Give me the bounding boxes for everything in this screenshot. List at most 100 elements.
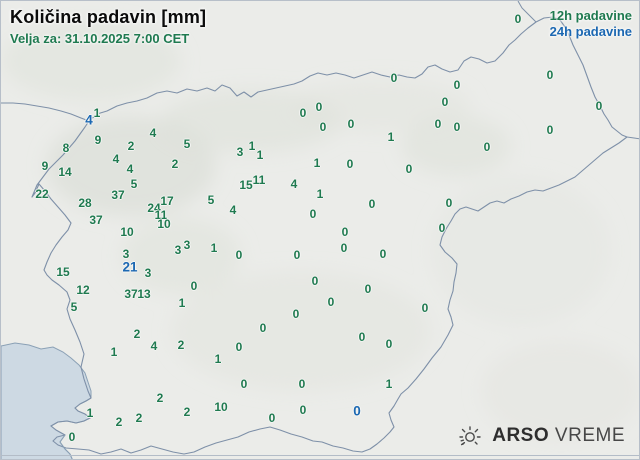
station-value-12h: 0 xyxy=(68,430,76,444)
station-value-12h: 1 xyxy=(214,352,222,366)
station-value-12h: 0 xyxy=(441,95,449,109)
station-value-12h: 0 xyxy=(235,248,243,262)
brand-light: VREME xyxy=(554,425,625,446)
station-value-12h: 0 xyxy=(327,295,335,309)
station-value-24h: 21 xyxy=(122,259,138,275)
station-value-12h: 13 xyxy=(137,287,151,301)
station-value-12h: 0 xyxy=(259,321,267,335)
croatia-coast xyxy=(59,434,73,459)
austria-hungary-border xyxy=(517,1,537,23)
station-value-12h: 28 xyxy=(78,196,92,210)
station-value-12h: 15 xyxy=(239,178,253,192)
station-value-12h: 0 xyxy=(309,207,317,221)
station-value-12h: 0 xyxy=(445,196,453,210)
map-header: Količina padavin [mm] Velja za: 31.10.20… xyxy=(10,7,206,46)
station-value-12h: 10 xyxy=(214,400,228,414)
station-value-12h: 0 xyxy=(546,123,554,137)
station-value-12h: 0 xyxy=(340,241,348,255)
station-value-12h: 0 xyxy=(483,140,491,154)
slovenia-border xyxy=(31,16,628,455)
station-value-12h: 2 xyxy=(156,391,164,405)
station-value-12h: 11 xyxy=(252,173,266,187)
station-value-12h: 4 xyxy=(126,162,134,176)
valid-time-label: Velja za: 31.10.2025 7:00 CET xyxy=(10,31,190,46)
station-value-12h: 0 xyxy=(595,99,603,113)
station-value-12h: 2 xyxy=(135,411,143,425)
station-value-12h: 1 xyxy=(110,345,118,359)
station-value-12h: 3 xyxy=(144,266,152,280)
station-value-12h: 0 xyxy=(346,157,354,171)
station-value-12h: 8 xyxy=(62,141,70,155)
station-value-12h: 24 xyxy=(147,201,161,215)
station-value-12h: 4 xyxy=(112,152,120,166)
station-value-12h: 0 xyxy=(546,68,554,82)
terrain-shading xyxy=(1,21,639,441)
station-value-12h: 5 xyxy=(207,193,215,207)
station-value-12h: 0 xyxy=(311,274,319,288)
sun-icon xyxy=(459,426,481,446)
station-value-12h: 9 xyxy=(41,159,49,173)
station-value-12h: 0 xyxy=(438,221,446,235)
station-value-12h: 10 xyxy=(120,225,134,239)
station-value-12h: 1 xyxy=(313,156,321,170)
station-value-12h: 2 xyxy=(115,415,123,429)
station-value-12h: 5 xyxy=(130,177,138,191)
station-value-12h: 0 xyxy=(293,248,301,262)
station-value-12h: 5 xyxy=(183,137,191,151)
station-value-12h: 1 xyxy=(316,187,324,201)
brand-bold: ARSO xyxy=(492,425,550,446)
station-value-12h: 11 xyxy=(154,208,168,222)
station-value-12h: 2 xyxy=(127,139,135,153)
station-value-12h: 1 xyxy=(387,130,395,144)
station-value-12h: 1 xyxy=(248,139,256,153)
station-value-12h: 2 xyxy=(171,157,179,171)
station-value-12h: 2 xyxy=(177,338,185,352)
station-value-12h: 0 xyxy=(405,162,413,176)
station-value-24h: 0 xyxy=(353,403,361,419)
station-value-12h: 0 xyxy=(421,301,429,315)
arso-vreme-logo: ARSO VREME xyxy=(457,423,625,449)
station-value-12h: 0 xyxy=(235,340,243,354)
station-value-12h: 4 xyxy=(150,339,158,353)
station-value-12h: 1 xyxy=(256,148,264,162)
station-value-12h: 1 xyxy=(86,406,94,420)
station-value-12h: 0 xyxy=(358,330,366,344)
station-value-12h: 0 xyxy=(390,71,398,85)
station-value-12h: 2 xyxy=(183,405,191,419)
station-value-12h: 17 xyxy=(160,194,174,208)
station-value-12h: 1 xyxy=(210,241,218,255)
station-value-12h: 4 xyxy=(229,203,237,217)
page-title: Količina padavin [mm] xyxy=(10,7,207,27)
station-value-12h: 0 xyxy=(190,279,198,293)
station-value-12h: 0 xyxy=(240,377,248,391)
station-value-12h: 3 xyxy=(122,247,130,261)
station-value-12h: 0 xyxy=(298,377,306,391)
station-value-12h: 2 xyxy=(133,327,141,341)
italy-austria-border xyxy=(1,102,90,122)
station-value-12h: 0 xyxy=(364,282,372,296)
station-value-12h: 10 xyxy=(157,217,171,231)
station-value-12h: 0 xyxy=(434,117,442,131)
station-value-12h: 0 xyxy=(368,197,376,211)
station-value-12h: 37 xyxy=(89,213,103,227)
station-value-12h: 1 xyxy=(93,106,101,120)
station-value-12h: 0 xyxy=(514,12,522,26)
station-value-24h: 4 xyxy=(85,112,93,128)
station-value-12h: 3 xyxy=(236,145,244,159)
station-value-12h: 3 xyxy=(183,238,191,252)
station-value-12h: 0 xyxy=(299,106,307,120)
station-value-12h: 0 xyxy=(319,120,327,134)
station-value-12h: 4 xyxy=(149,126,157,140)
station-value-12h: 0 xyxy=(379,247,387,261)
station-value-12h: 37 xyxy=(124,287,138,301)
brand-text: ARSO VREME xyxy=(492,425,625,447)
legend-12h-label: 12h padavine xyxy=(549,8,632,23)
station-value-12h: 3 xyxy=(174,243,182,257)
station-value-12h: 4 xyxy=(290,177,298,191)
station-value-12h: 22 xyxy=(35,187,49,201)
station-value-12h: 0 xyxy=(341,225,349,239)
station-value-12h: 1 xyxy=(385,377,393,391)
